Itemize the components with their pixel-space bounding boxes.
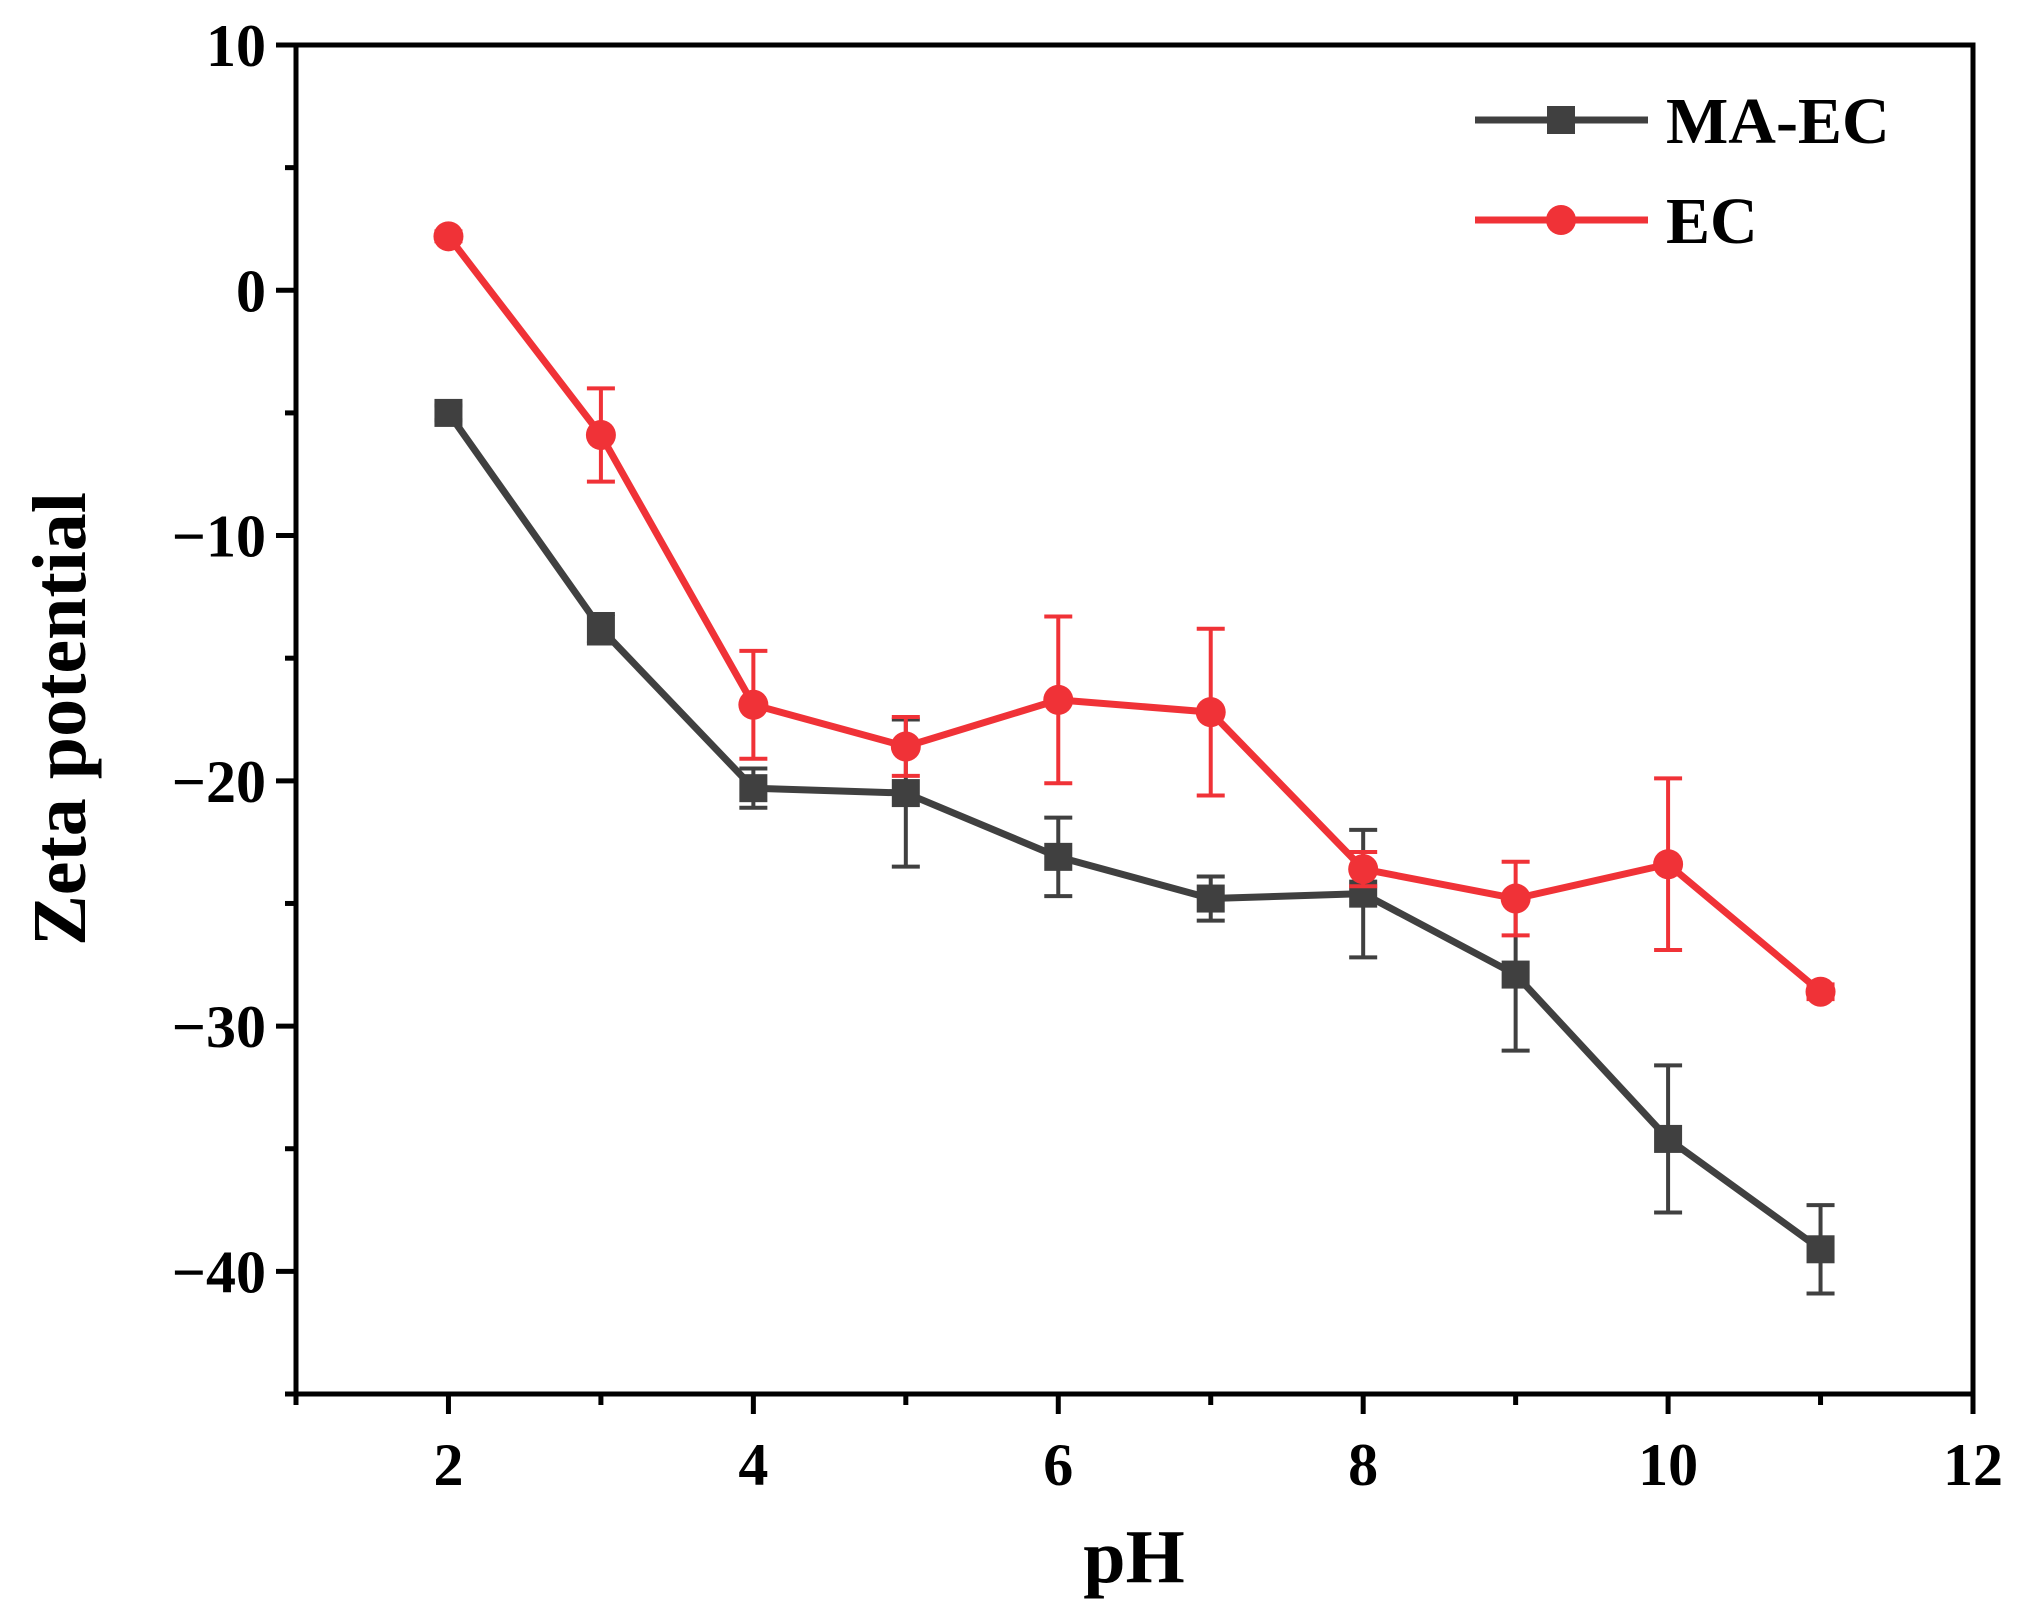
y-tick-label: 0 bbox=[236, 258, 266, 324]
data-point bbox=[585, 419, 616, 450]
data-point bbox=[738, 689, 769, 720]
series-ec bbox=[433, 221, 1836, 1007]
legend-item-ec: EC bbox=[1475, 185, 1758, 258]
plot-frame bbox=[293, 42, 1976, 1397]
data-layer bbox=[433, 221, 1836, 1296]
data-point bbox=[586, 614, 615, 643]
data-point bbox=[1654, 1124, 1683, 1153]
data-point bbox=[1043, 684, 1074, 715]
y-tick-label: 10 bbox=[206, 13, 266, 79]
data-point bbox=[1044, 842, 1073, 871]
x-tick-label: 12 bbox=[1943, 1432, 2003, 1498]
series-line bbox=[445, 410, 1823, 1253]
data-point bbox=[1501, 960, 1530, 989]
legend-marker bbox=[1547, 106, 1575, 134]
series-line bbox=[445, 234, 1823, 995]
data-point bbox=[434, 398, 463, 427]
data-point bbox=[1806, 1235, 1835, 1264]
x-axis-title: pH bbox=[1083, 1515, 1184, 1599]
legend-label: MA-EC bbox=[1666, 85, 1890, 158]
legend: MA-EC EC bbox=[1475, 85, 1890, 258]
data-point bbox=[1195, 697, 1226, 728]
y-tick-label: −10 bbox=[172, 504, 266, 570]
data-point bbox=[1653, 849, 1684, 880]
data-point bbox=[1348, 854, 1379, 885]
data-point bbox=[890, 731, 921, 762]
data-point bbox=[739, 774, 768, 803]
y-tick-label: −20 bbox=[172, 749, 266, 815]
x-tick-label: 10 bbox=[1638, 1432, 1698, 1498]
data-point bbox=[891, 779, 920, 808]
series-ma-ec bbox=[434, 398, 1835, 1296]
x-tick-label: 8 bbox=[1348, 1432, 1378, 1498]
data-point bbox=[1196, 884, 1225, 913]
y-tick-label: −30 bbox=[172, 994, 266, 1060]
legend-label: EC bbox=[1666, 185, 1758, 258]
data-point bbox=[1805, 976, 1836, 1007]
y-axis-title: Zeta potential bbox=[18, 492, 102, 946]
x-tick-label: 2 bbox=[433, 1432, 463, 1498]
x-tick-label: 4 bbox=[738, 1432, 768, 1498]
data-point bbox=[1500, 883, 1531, 914]
y-tick-label: −40 bbox=[172, 1239, 266, 1305]
x-tick-label: 6 bbox=[1043, 1432, 1073, 1498]
data-point bbox=[433, 221, 464, 252]
tick-layer: 2 4 6 8 10 12 10 0 −10 −20 −30 −40 bbox=[172, 13, 2003, 1498]
legend-marker bbox=[1546, 205, 1576, 235]
legend-item-ma-ec: MA-EC bbox=[1475, 85, 1890, 158]
